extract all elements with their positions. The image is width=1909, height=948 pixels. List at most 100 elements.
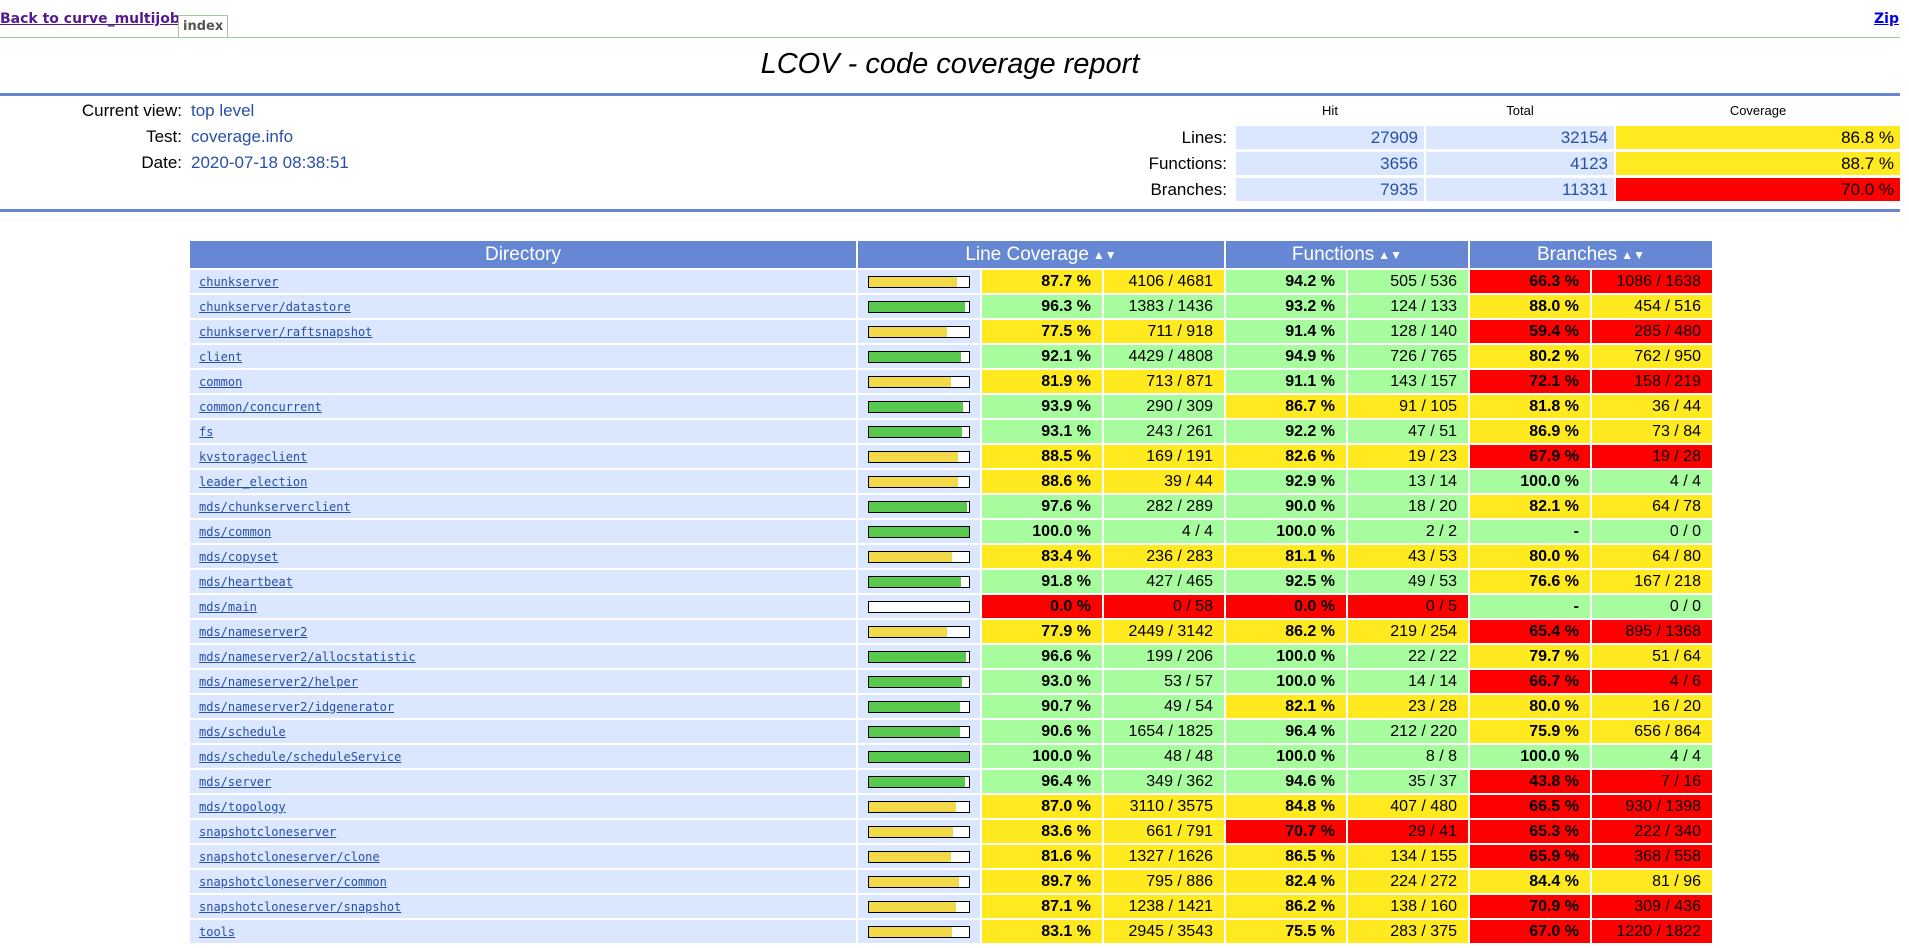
branches-header-label: Branches [1536,243,1618,265]
function-coverage-ratio: 124 / 133 [1348,295,1468,318]
directory-cell: mds/copyset [190,545,856,568]
directory-link[interactable]: mds/chunkserverclient [199,499,351,514]
directory-link[interactable]: tools [199,924,236,939]
line-coverage-percent: 87.1 % [982,895,1102,918]
function-coverage-ratio: 18 / 20 [1348,495,1468,518]
branch-coverage-percent: 65.3 % [1470,820,1590,843]
line-coverage-ratio: 53 / 57 [1104,670,1224,693]
branch-coverage-percent: 80.0 % [1470,545,1590,568]
directory-link[interactable]: snapshotcloneserver [199,824,337,839]
coverage-bar-fill [869,626,947,637]
functions-header[interactable]: Functions ▲▼ [1226,241,1468,268]
coverage-bar-cell [858,745,980,768]
line-coverage-percent: 89.7 % [982,870,1102,893]
directory-link[interactable]: mds/schedule [199,724,286,739]
summary-label: Functions: [1148,154,1227,173]
line-coverage-percent: 96.3 % [982,295,1102,318]
function-coverage-percent: 100.0 % [1226,745,1346,768]
function-coverage-percent: 92.2 % [1226,420,1346,443]
directory-link[interactable]: mds/main [199,599,257,614]
branch-coverage-percent: - [1470,520,1590,543]
directory-link[interactable]: common [199,374,243,389]
directory-cell: mds/common [190,520,856,543]
table-row: mds/heartbeat 91.8 % 427 / 465 92.5 % 49 / 5… [190,570,1712,593]
branch-coverage-percent: 81.8 % [1470,395,1590,418]
directory-cell: snapshotcloneserver/snapshot [190,895,856,918]
directory-link[interactable]: mds/server [199,774,272,789]
directory-link[interactable]: chunkserver [199,274,279,289]
directory-link[interactable]: client [199,349,243,364]
branch-coverage-ratio: 0 / 0 [1592,595,1712,618]
function-coverage-ratio: 49 / 53 [1348,570,1468,593]
line-coverage-header[interactable]: Line Coverage ▲▼ [858,241,1224,268]
line-coverage-percent: 96.6 % [982,645,1102,668]
directory-link[interactable]: mds/schedule/scheduleService [199,749,402,764]
directory-link[interactable]: leader_election [199,474,308,489]
function-coverage-percent: 0.0 % [1226,595,1346,618]
function-coverage-ratio: 13 / 14 [1348,470,1468,493]
directory-link[interactable]: snapshotcloneserver/common [199,874,387,889]
directory-link[interactable]: common/concurrent [199,399,322,414]
function-coverage-percent: 70.7 % [1226,820,1346,843]
line-coverage-ratio: 1238 / 1421 [1104,895,1224,918]
coverage-bar-cell [858,645,980,668]
line-coverage-percent: 88.6 % [982,470,1102,493]
functions-header-label: Functions [1291,243,1375,265]
directory-link[interactable]: mds/nameserver2/idgenerator [199,699,395,714]
directory-link[interactable]: mds/nameserver2/helper [199,674,358,689]
directory-link[interactable]: chunkserver/datastore [199,299,351,314]
table-row: mds/main 0.0 % 0 / 58 0.0 % 0 / 5-0 / 0 [190,595,1712,618]
table-row: mds/server 96.4 % 349 / 362 94.6 % 35 / 37 43… [190,770,1712,793]
directory-link[interactable]: snapshotcloneserver/snapshot [199,899,402,914]
test-label: Test: [146,127,182,146]
sort-icon[interactable]: ▲▼ [1378,247,1403,262]
table-row: tools 83.1 % 2945 / 3543 75.5 % 283 / 375 67.… [190,920,1712,943]
directory-cell: chunkserver [190,270,856,293]
branch-coverage-ratio: 930 / 1398 [1592,795,1712,818]
directory-link[interactable]: mds/common [199,524,272,539]
directory-link[interactable]: snapshotcloneserver/clone [199,849,380,864]
directory-link[interactable]: mds/heartbeat [199,574,293,589]
directory-link[interactable]: fs [199,424,214,439]
zip-link[interactable]: Zip [1874,11,1899,27]
branches-header[interactable]: Branches ▲▼ [1470,241,1712,268]
coverage-bar-cell [858,345,980,368]
coverage-bar [868,600,970,613]
branch-coverage-percent: 66.5 % [1470,795,1590,818]
function-coverage-percent: 92.9 % [1226,470,1346,493]
line-coverage-ratio: 3110 / 3575 [1104,795,1224,818]
table-row: mds/nameserver2/allocstatistic 96.6 % 199 … [190,645,1712,668]
table-row: kvstorageclient 88.5 % 169 / 191 82.6 % 19 /… [190,445,1712,468]
directory-link[interactable]: chunkserver/raftsnapshot [199,324,373,339]
function-coverage-ratio: 128 / 140 [1348,320,1468,343]
function-coverage-ratio: 47 / 51 [1348,420,1468,443]
directory-link[interactable]: mds/nameserver2 [199,624,308,639]
function-coverage-percent: 82.6 % [1226,445,1346,468]
line-coverage-percent: 93.1 % [982,420,1102,443]
directory-link[interactable]: mds/nameserver2/allocstatistic [199,649,416,664]
directory-cell: mds/nameserver2/helper [190,670,856,693]
table-row: mds/topology 87.0 % 3110 / 3575 84.8 % 407 /… [190,795,1712,818]
directory-link[interactable]: mds/topology [199,799,286,814]
directory-link[interactable]: mds/copyset [199,549,279,564]
line-coverage-percent: 87.0 % [982,795,1102,818]
coverage-bar-fill [869,701,960,712]
branch-coverage-ratio: 454 / 516 [1592,295,1712,318]
function-coverage-percent: 94.9 % [1226,345,1346,368]
function-coverage-percent: 91.4 % [1226,320,1346,343]
tab-index[interactable]: index [178,15,229,37]
table-row: snapshotcloneserver/common 89.7 % 795 / 88… [190,870,1712,893]
branch-coverage-ratio: 81 / 96 [1592,870,1712,893]
function-coverage-percent: 86.2 % [1226,620,1346,643]
branch-coverage-percent: - [1470,595,1590,618]
back-link[interactable]: Back to curve_multijob [0,11,180,27]
branch-coverage-percent: 59.4 % [1470,320,1590,343]
summary-header-coverage: Coverage [1729,103,1787,118]
line-coverage-header-label: Line Coverage [965,243,1089,265]
sort-icon[interactable]: ▲▼ [1621,247,1646,262]
branch-coverage-percent: 67.0 % [1470,920,1590,943]
directory-link[interactable]: kvstorageclient [199,449,308,464]
branch-coverage-ratio: 1086 / 1638 [1592,270,1712,293]
sort-icon[interactable]: ▲▼ [1092,247,1117,262]
function-coverage-percent: 96.4 % [1226,720,1346,743]
